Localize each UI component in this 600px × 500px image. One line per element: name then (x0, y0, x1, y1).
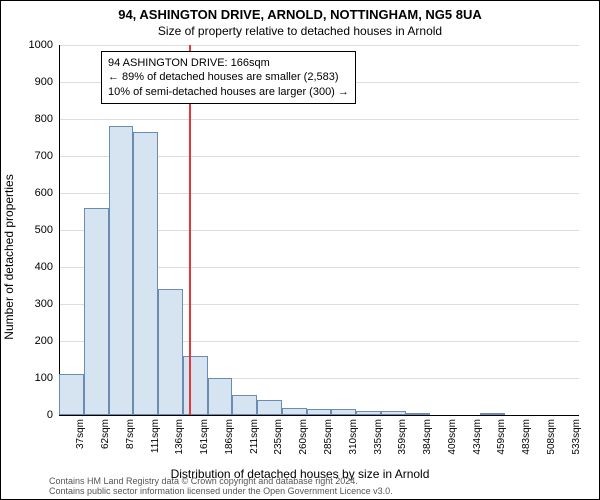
y-tick-label: 800 (35, 113, 53, 125)
histogram-bar (133, 132, 158, 415)
histogram-bar (59, 374, 84, 415)
x-tick-label: 533sqm (571, 419, 582, 455)
x-tick-label: 285sqm (323, 419, 334, 455)
histogram-bar (381, 411, 406, 415)
y-tick-label: 100 (35, 372, 53, 384)
annotation-line: ← 89% of detached houses are smaller (2,… (108, 70, 349, 84)
histogram-bar (356, 411, 381, 415)
y-tick-label: 700 (35, 150, 53, 162)
histogram-bar (183, 356, 208, 415)
annotation-line: 94 ASHINGTON DRIVE: 166sqm (108, 56, 349, 70)
x-tick-label: 111sqm (150, 419, 161, 453)
histogram-bar (208, 378, 233, 415)
y-tick-label: 0 (47, 409, 53, 421)
y-tick-label: 200 (35, 335, 53, 347)
chart-title-sub: Size of property relative to detached ho… (1, 22, 599, 40)
histogram-bar (84, 208, 109, 415)
histogram-bar (232, 395, 257, 415)
x-tick-label: 87sqm (125, 419, 136, 449)
y-tick-label: 1000 (29, 39, 53, 51)
gridline (59, 415, 579, 416)
x-tick-label: 335sqm (373, 419, 384, 455)
x-tick-label: 211sqm (249, 419, 260, 454)
gridline (59, 119, 579, 120)
histogram-bar (282, 408, 307, 415)
y-axis-label: Number of detached properties (2, 174, 16, 339)
histogram-bar (109, 126, 134, 415)
x-tick-label: 310sqm (348, 419, 359, 455)
y-tick-label: 900 (35, 76, 53, 88)
x-tick-label: 136sqm (174, 419, 185, 455)
histogram-bar (307, 409, 332, 415)
x-tick-label: 260sqm (298, 419, 309, 455)
footer-line2: Contains public sector information licen… (49, 487, 393, 497)
annotation-box: 94 ASHINGTON DRIVE: 166sqm← 89% of detac… (101, 51, 356, 104)
x-tick-label: 434sqm (472, 419, 483, 455)
chart-title-main: 94, ASHINGTON DRIVE, ARNOLD, NOTTINGHAM,… (1, 1, 599, 22)
y-tick-label: 500 (35, 224, 53, 236)
histogram-bar (406, 413, 431, 415)
x-tick-label: 186sqm (224, 419, 235, 455)
y-tick-label: 600 (35, 187, 53, 199)
x-tick-label: 359sqm (397, 419, 408, 455)
annotation-line: 10% of semi-detached houses are larger (… (108, 85, 349, 99)
y-tick-label: 300 (35, 298, 53, 310)
x-tick-label: 235sqm (273, 419, 284, 455)
x-tick-label: 37sqm (75, 419, 86, 449)
histogram-bar (331, 409, 356, 415)
x-tick-label: 384sqm (422, 419, 433, 455)
x-tick-label: 459sqm (496, 419, 507, 455)
footer-attribution: Contains HM Land Registry data © Crown c… (49, 477, 393, 497)
histogram-bar (257, 400, 282, 415)
plot-area: 0100200300400500600700800900100037sqm62s… (59, 45, 579, 415)
x-tick-label: 161sqm (199, 419, 210, 455)
y-tick-label: 400 (35, 261, 53, 273)
x-tick-label: 508sqm (546, 419, 557, 455)
x-tick-label: 409sqm (447, 419, 458, 455)
x-tick-label: 483sqm (521, 419, 532, 455)
y-axis-line (59, 45, 60, 415)
gridline (59, 45, 579, 46)
x-tick-label: 62sqm (100, 419, 111, 449)
histogram-bar (158, 289, 183, 415)
chart-container: 94, ASHINGTON DRIVE, ARNOLD, NOTTINGHAM,… (0, 0, 600, 500)
histogram-bar (480, 413, 505, 415)
